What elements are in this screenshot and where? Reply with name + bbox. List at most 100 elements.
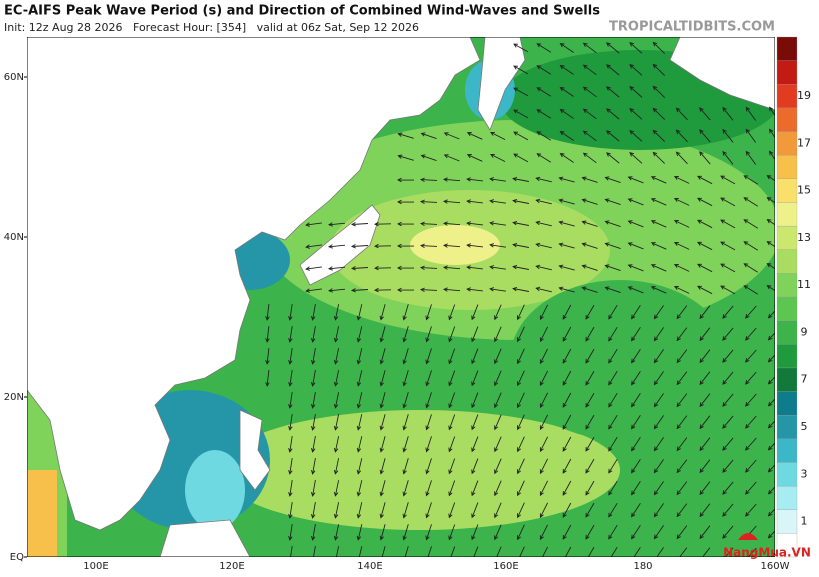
wave-arrow xyxy=(539,392,549,409)
wave-arrow xyxy=(402,304,409,321)
wave-arrow xyxy=(558,242,575,249)
wave-arrow xyxy=(582,64,597,76)
wave-arrow xyxy=(720,197,736,207)
wave-arrow xyxy=(608,502,618,518)
wave-arrow xyxy=(517,414,525,431)
wave-arrow xyxy=(443,243,461,248)
wave-arrow xyxy=(288,436,293,453)
wave-arrow xyxy=(650,242,667,250)
source: TROPICALTIDBITS.COM xyxy=(609,20,775,35)
wave-arrow xyxy=(471,348,479,365)
wave-arrow xyxy=(356,480,363,497)
wave-arrow xyxy=(517,326,525,343)
wave-arrow xyxy=(466,177,483,182)
wave-arrow xyxy=(722,481,734,495)
wave-arrow xyxy=(699,525,711,540)
wave-arrow xyxy=(397,265,415,271)
lat-label: EQ xyxy=(10,552,24,563)
wave-arrow xyxy=(766,175,775,182)
wave-arrow xyxy=(265,326,270,343)
wave-arrow xyxy=(652,129,666,142)
wave-arrow xyxy=(582,86,597,98)
wave-arrow xyxy=(443,221,461,226)
wave-arrow xyxy=(310,370,316,387)
wave-arrow xyxy=(517,524,525,541)
wave-arrow xyxy=(425,370,432,387)
wave-arrow xyxy=(631,547,641,557)
wave-arrow xyxy=(745,349,757,363)
wave-arrow xyxy=(558,198,575,205)
wave-arrow xyxy=(653,371,664,386)
wave-arrow xyxy=(535,198,552,205)
colorbar-label: 7 xyxy=(801,373,808,386)
wave-arrow xyxy=(745,459,757,473)
wave-arrow xyxy=(585,370,595,386)
wave-arrow xyxy=(265,370,270,387)
wave-arrow xyxy=(517,502,525,519)
wave-arrow xyxy=(288,392,293,409)
colorbar-label: 9 xyxy=(801,325,808,338)
wave-arrow xyxy=(766,219,775,226)
wave-arrow xyxy=(310,414,316,431)
wave-arrow xyxy=(513,43,529,53)
wave-arrow xyxy=(631,415,641,430)
wave-arrow xyxy=(767,530,775,539)
wave-arrow xyxy=(356,392,363,409)
wave-arrow xyxy=(562,392,572,408)
wave-arrow xyxy=(606,64,620,76)
wave-arrow xyxy=(608,370,618,386)
wave-arrow xyxy=(766,197,775,204)
wave-arrow xyxy=(420,154,437,162)
wave-arrow xyxy=(466,243,483,248)
wave-arrow xyxy=(513,109,529,119)
wave-arrow xyxy=(722,327,734,341)
wave-arrow xyxy=(265,304,270,321)
wave-arrow xyxy=(448,502,456,519)
wave-arrow xyxy=(608,524,618,540)
wave-arrow xyxy=(425,502,432,519)
colorbar-label: 19 xyxy=(797,89,811,102)
field-patch xyxy=(220,410,620,530)
wave-arrow xyxy=(535,286,552,293)
colorbar-band xyxy=(776,249,798,274)
wave-arrow xyxy=(288,348,293,365)
colorbar-band xyxy=(776,273,798,298)
wave-arrow xyxy=(419,265,438,270)
wave-arrow xyxy=(425,304,432,321)
wave-arrow xyxy=(654,547,664,557)
wave-arrow xyxy=(608,546,618,557)
wave-arrow xyxy=(720,175,736,185)
wave-arrow xyxy=(745,503,757,517)
wave-arrow xyxy=(699,305,711,320)
wave-arrow xyxy=(627,198,644,206)
wave-arrow xyxy=(471,392,479,409)
wave-arrow xyxy=(652,107,666,120)
wave-arrow xyxy=(494,304,502,321)
colorbar-band xyxy=(776,509,798,534)
wave-arrow xyxy=(652,41,666,54)
wave-arrow xyxy=(767,508,775,517)
wave-arrow xyxy=(631,349,641,364)
wave-arrow xyxy=(448,326,456,343)
wave-arrow xyxy=(631,437,641,452)
wave-arrow xyxy=(585,436,595,452)
wave-arrow xyxy=(494,502,502,519)
wave-arrow xyxy=(699,151,711,165)
wave-arrow xyxy=(699,327,711,342)
wave-arrow xyxy=(288,414,293,431)
wave-arrow xyxy=(471,304,479,321)
wave-arrow xyxy=(606,42,620,54)
wave-arrow xyxy=(305,288,322,293)
wave-arrow xyxy=(536,65,552,75)
wave-arrow xyxy=(627,220,644,228)
colorbar-band xyxy=(776,415,798,439)
wave-arrow xyxy=(517,370,525,387)
wave-arrow xyxy=(631,393,641,408)
colorbar-label: 3 xyxy=(801,467,808,480)
wave-arrow xyxy=(722,106,734,121)
wave-arrow xyxy=(443,265,461,270)
wave-arrow xyxy=(676,305,688,320)
colorbar-label: 5 xyxy=(801,420,808,433)
wave-arrow xyxy=(471,502,479,519)
wave-arrow xyxy=(425,480,432,497)
